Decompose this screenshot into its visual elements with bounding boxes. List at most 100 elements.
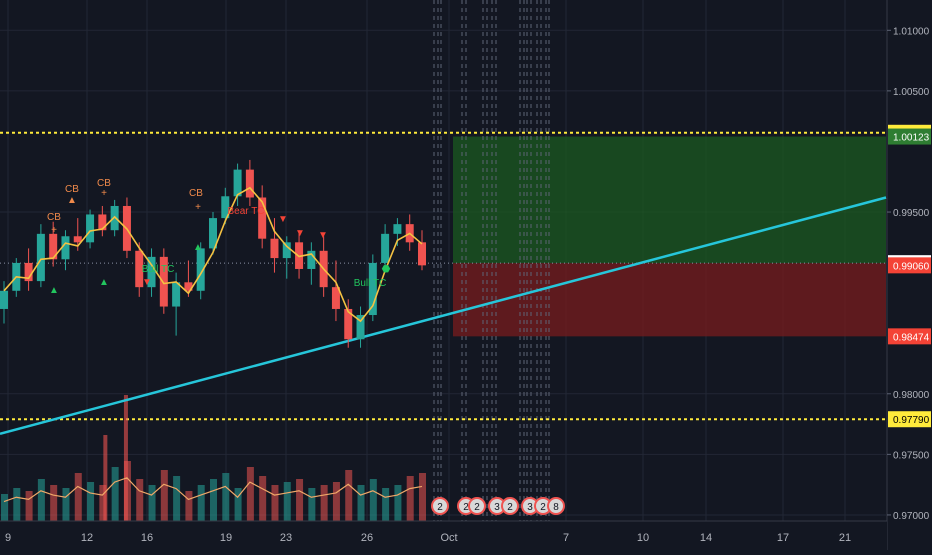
event-badge-label: 3: [494, 502, 500, 513]
time-tick-label: 14: [700, 532, 712, 544]
volume-bar: [160, 470, 168, 521]
event-badge-label: 2: [540, 502, 546, 513]
volume-bar: [37, 479, 45, 521]
signal-label: Bear TC: [227, 206, 264, 217]
candle-body: [368, 262, 377, 316]
volume-bar: [87, 482, 95, 521]
event-badge-label: 2: [463, 502, 469, 513]
time-tick-label: 16: [141, 532, 153, 544]
candle-body: [196, 248, 205, 291]
volume-bar: [62, 488, 70, 521]
time-tick-label: 26: [361, 532, 373, 544]
signal-marker: ▼: [278, 214, 288, 225]
candle-body: [282, 242, 291, 259]
volume-bar: [345, 470, 353, 521]
volume-bar: [394, 485, 402, 521]
candle-body: [61, 236, 70, 260]
price-tick-label: 0.98000: [893, 390, 930, 401]
loss-zone: [453, 263, 886, 337]
volume-bar: [406, 476, 414, 521]
price-badge-label: 0.98474: [893, 332, 930, 343]
signal-marker: ▼: [142, 277, 152, 288]
volume-bar: [283, 482, 291, 521]
candle-body: [49, 233, 58, 260]
candle-body: [393, 224, 402, 234]
event-badge-label: 3: [527, 502, 533, 513]
volume-bar: [1, 494, 8, 521]
candle-body: [24, 262, 33, 282]
volume-bar: [197, 485, 205, 521]
signal-label: CB: [189, 188, 203, 199]
volume-bar: [308, 488, 316, 521]
volume-bar: [99, 485, 107, 521]
profit-zone: [453, 136, 886, 264]
event-badge: [468, 497, 486, 515]
price-badge-label: 0.97790: [893, 415, 930, 426]
signal-marker: ▼: [295, 228, 305, 239]
volume-bar: [123, 395, 128, 521]
candle-body: [147, 256, 156, 288]
time-axis: [0, 521, 887, 550]
trendline: [0, 196, 887, 435]
time-tick-label: 19: [220, 532, 232, 544]
candle-body: [270, 238, 279, 259]
moving-average-line: [3, 186, 423, 323]
candle-body: [258, 197, 267, 239]
candle-body: [159, 256, 168, 307]
signal-marker: +: [101, 188, 107, 199]
event-badge: [431, 497, 449, 515]
volume-bar: [382, 488, 390, 521]
volume-bar: [234, 488, 242, 521]
volume-bar: [259, 476, 267, 521]
signal-marker: ▲: [67, 195, 77, 206]
price-tick-label: 0.97000: [893, 511, 930, 522]
time-tick-label: 12: [81, 532, 93, 544]
volume-bar: [13, 488, 21, 521]
candle-body: [221, 196, 230, 219]
signal-marker: ⬣: [382, 264, 391, 275]
volume-bar: [332, 482, 340, 521]
candle-body: [172, 282, 181, 307]
signal-label: CB: [47, 212, 61, 223]
signal-marker: +: [195, 202, 201, 213]
candle-body: [307, 250, 316, 269]
price-badge: [888, 128, 931, 145]
signal-marker: ▲: [193, 242, 203, 253]
volume-bar: [320, 485, 328, 521]
event-badge: [501, 497, 519, 515]
volume-bar: [210, 479, 217, 521]
volume-bar: [25, 491, 33, 521]
volume-bar: [173, 476, 181, 521]
volume-bar: [419, 473, 426, 521]
signal-label: CB: [65, 184, 79, 195]
volume-bar: [185, 491, 193, 521]
candle-body: [98, 214, 107, 231]
time-tick-label: 17: [777, 532, 789, 544]
candle-body: [86, 214, 95, 243]
volume-bar: [271, 485, 279, 521]
candle-body: [245, 169, 254, 198]
volume-bar: [222, 473, 230, 521]
price-badge: [888, 328, 931, 345]
volume-bar: [246, 467, 254, 521]
signal-label: Bull TC: [142, 264, 175, 275]
candle-body: [209, 218, 217, 249]
volume-bar: [74, 473, 82, 521]
price-badge-label: 1.00123: [893, 133, 930, 144]
volume-bar: [50, 485, 58, 521]
price-tick-label: 1.01000: [893, 26, 930, 37]
time-tick-label: 21: [839, 532, 851, 544]
price-tick-label: 0.99500: [893, 208, 930, 219]
signal-marker: ▼: [318, 230, 328, 241]
time-tick-label: Oct: [440, 532, 457, 544]
price-axis: [887, 0, 932, 550]
price-badge-label: 0.99060: [893, 261, 930, 272]
volume-bar: [369, 479, 377, 521]
candle-body: [110, 205, 119, 231]
candle-body: [418, 242, 426, 266]
candle-body: [0, 290, 8, 309]
signal-marker: ▲: [49, 285, 59, 296]
candle-body: [135, 250, 144, 288]
signal-label: CB: [97, 178, 111, 189]
